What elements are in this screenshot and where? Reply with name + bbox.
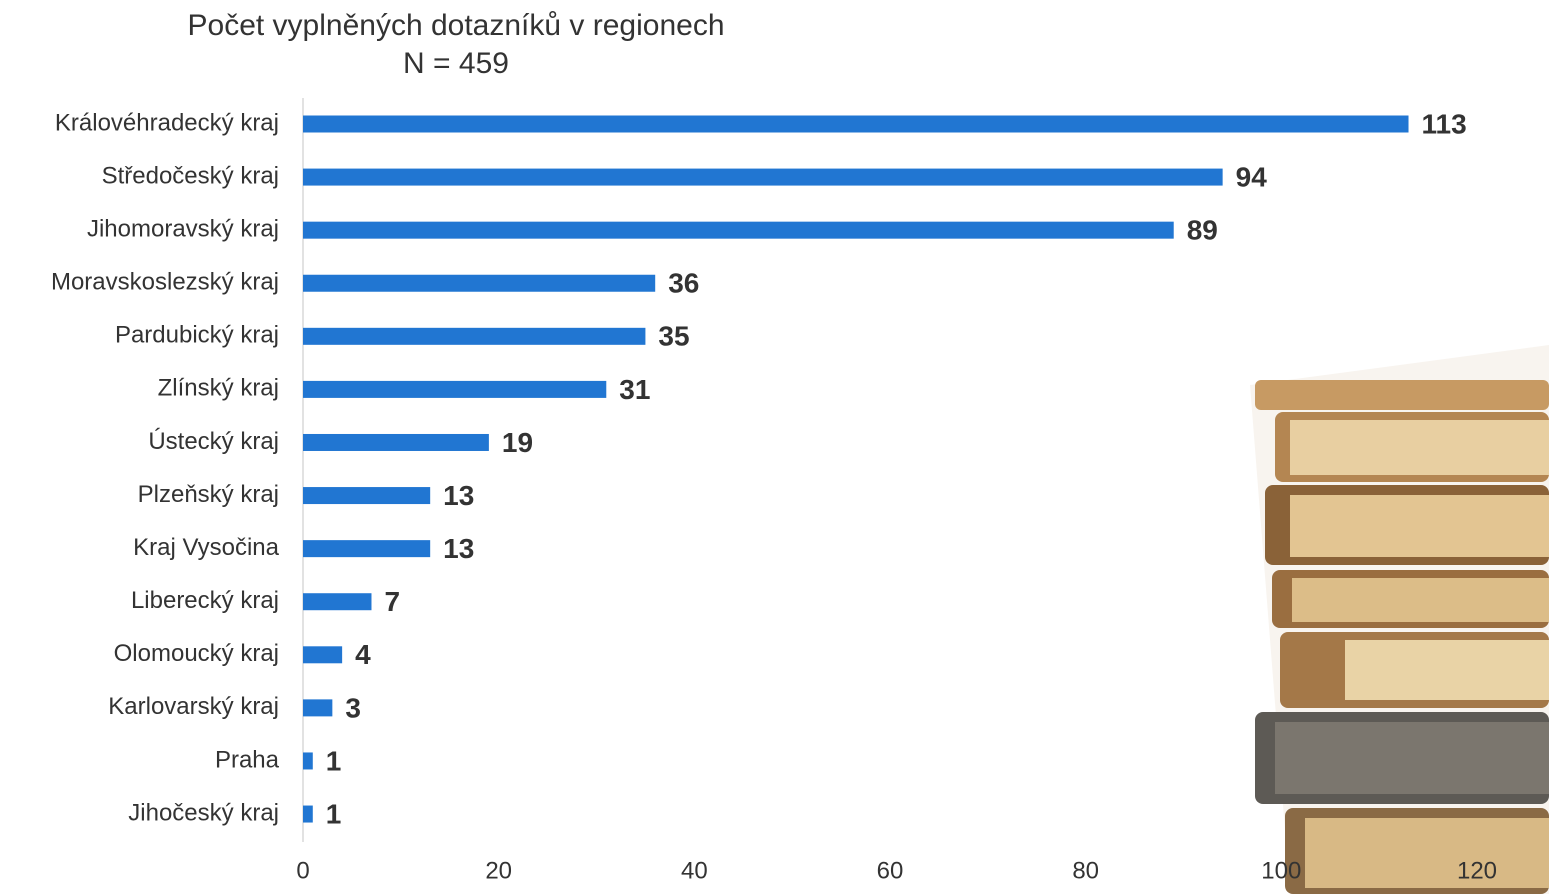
y-tick-label: Moravskoslezský kraj — [51, 269, 279, 296]
y-tick-label: Pardubický kraj — [115, 322, 279, 349]
value-label: 13 — [443, 533, 474, 564]
bar — [303, 328, 645, 345]
y-tick-label: Královéhradecký kraj — [55, 109, 279, 136]
y-tick-label: Středočeský kraj — [102, 162, 279, 189]
page: Počet vyplněných dotazníků v regionech N… — [0, 0, 1549, 894]
bar — [303, 275, 655, 292]
y-tick-label: Zlínský kraj — [158, 375, 279, 402]
value-label: 7 — [384, 586, 400, 617]
value-label: 31 — [619, 374, 650, 405]
y-tick-label: Olomoucký kraj — [114, 640, 279, 667]
x-tick-label: 20 — [485, 857, 512, 884]
value-label: 36 — [668, 268, 699, 299]
bar — [303, 752, 313, 769]
chart-subtitle: N = 459 — [403, 47, 509, 80]
value-label: 89 — [1187, 215, 1218, 246]
x-tick-label: 100 — [1261, 857, 1301, 884]
bar — [303, 487, 430, 504]
chart-title: Počet vyplněných dotazníků v regionech — [188, 9, 725, 42]
y-tick-label: Jihomoravský kraj — [87, 216, 279, 243]
y-tick-label: Plzeňský kraj — [138, 481, 279, 508]
y-tick-label: Ústecký kraj — [148, 428, 279, 455]
value-label: 19 — [502, 427, 533, 458]
x-tick-label: 40 — [681, 857, 708, 884]
y-tick-label: Liberecký kraj — [131, 587, 279, 614]
bar — [303, 540, 430, 557]
bar — [303, 381, 606, 398]
value-label: 94 — [1236, 161, 1268, 192]
value-label: 1 — [326, 798, 342, 829]
books-decoration — [1250, 345, 1549, 894]
bar — [303, 116, 1409, 133]
value-label: 4 — [355, 639, 371, 670]
x-tick-label: 120 — [1457, 857, 1497, 884]
bar — [303, 593, 371, 610]
bar — [303, 646, 342, 663]
y-tick-label: Praha — [215, 746, 280, 773]
x-tick-label: 60 — [877, 857, 904, 884]
value-label: 13 — [443, 480, 474, 511]
bar — [303, 434, 489, 451]
value-label: 3 — [345, 692, 361, 723]
y-tick-label: Karlovarský kraj — [108, 693, 279, 720]
value-label: 113 — [1422, 108, 1467, 139]
y-tick-label: Kraj Vysočina — [133, 534, 279, 561]
bar — [303, 806, 313, 823]
value-label: 35 — [658, 321, 689, 352]
bar — [303, 222, 1174, 239]
bar — [303, 169, 1223, 186]
value-label: 1 — [326, 745, 342, 776]
bar — [303, 699, 332, 716]
x-tick-label: 80 — [1072, 857, 1099, 884]
x-tick-label: 0 — [296, 857, 309, 884]
y-tick-label: Jihočeský kraj — [128, 799, 279, 826]
chart: Počet vyplněných dotazníků v regionech N… — [0, 0, 1549, 894]
